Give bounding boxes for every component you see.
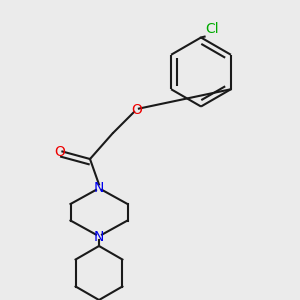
Text: Cl: Cl [206,22,219,36]
Text: O: O [131,103,142,116]
Text: N: N [94,230,104,244]
Text: N: N [94,181,104,194]
Text: O: O [55,145,65,158]
